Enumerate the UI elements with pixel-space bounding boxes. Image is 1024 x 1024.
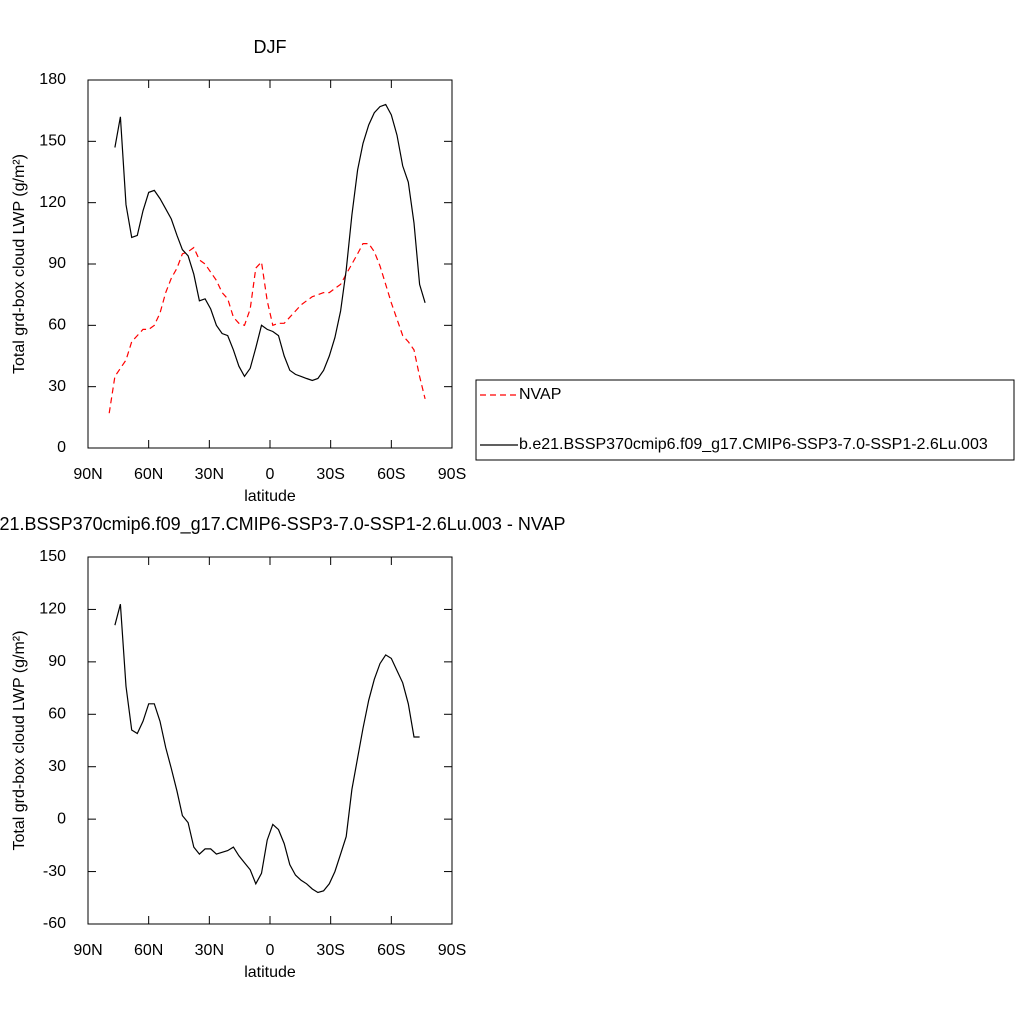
x-tick-label: 60S bbox=[377, 466, 405, 483]
y-tick-label: 120 bbox=[39, 601, 66, 618]
x-tick-label: 60N bbox=[134, 942, 163, 959]
y-tick-label: -60 bbox=[43, 915, 66, 932]
y-axis-label: Total grd-box cloud LWP (g/m²) bbox=[11, 631, 28, 851]
x-tick-label: 60N bbox=[134, 466, 163, 483]
y-tick-label: 180 bbox=[39, 71, 66, 88]
x-tick-label: 0 bbox=[266, 942, 275, 959]
y-tick-label: 60 bbox=[48, 317, 66, 334]
y-tick-label: 90 bbox=[48, 255, 66, 272]
legend-label: NVAP bbox=[519, 386, 561, 403]
y-tick-label: 60 bbox=[48, 706, 66, 723]
x-tick-label: 30N bbox=[195, 466, 224, 483]
x-axis-label: latitude bbox=[244, 964, 296, 981]
y-tick-label: 90 bbox=[48, 653, 66, 670]
x-tick-label: 90N bbox=[73, 942, 102, 959]
x-tick-label: 60S bbox=[377, 942, 405, 959]
y-tick-label: 30 bbox=[48, 378, 66, 395]
x-tick-label: 90S bbox=[438, 942, 466, 959]
y-tick-label: 30 bbox=[48, 758, 66, 775]
legend-label: b.e21.BSSP370cmip6.f09_g17.CMIP6-SSP3-7.… bbox=[519, 436, 988, 453]
x-tick-label: 30S bbox=[316, 466, 344, 483]
x-tick-label: 90S bbox=[438, 466, 466, 483]
plot-frame bbox=[87, 556, 453, 925]
x-tick-label: 90N bbox=[73, 466, 102, 483]
y-tick-label: 150 bbox=[39, 548, 66, 565]
y-axis-label: Total grd-box cloud LWP (g/m²) bbox=[11, 154, 28, 374]
y-tick-label: 0 bbox=[57, 439, 66, 456]
series-line bbox=[108, 243, 426, 414]
y-tick-label: 120 bbox=[39, 194, 66, 211]
y-tick-label: 150 bbox=[39, 133, 66, 150]
y-tick-label: 0 bbox=[57, 810, 66, 827]
x-tick-label: 30S bbox=[316, 942, 344, 959]
x-axis-label: latitude bbox=[244, 488, 296, 505]
series-line bbox=[114, 103, 426, 382]
chart-title: b.e21.BSSP370cmip6.f09_g17.CMIP6-SSP3-7.… bbox=[0, 514, 566, 535]
legend-box bbox=[475, 379, 1015, 461]
x-tick-label: 30N bbox=[195, 942, 224, 959]
series-line bbox=[114, 604, 420, 894]
chart-title: DJF bbox=[254, 37, 287, 57]
x-tick-label: 0 bbox=[266, 466, 275, 483]
y-tick-label: -30 bbox=[43, 863, 66, 880]
